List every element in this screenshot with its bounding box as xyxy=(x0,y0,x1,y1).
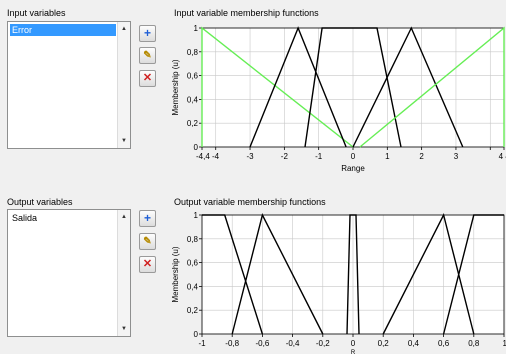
y-axis-label: Membership (u) xyxy=(171,59,180,115)
delete-output-button[interactable]: ✕ xyxy=(139,256,156,273)
x-tick-label: 3 xyxy=(454,152,459,161)
list-item-error[interactable]: Error xyxy=(10,24,116,36)
membership-function-3 xyxy=(346,214,360,335)
y-tick-label: 0,4 xyxy=(187,282,199,291)
y-tick-label: 0,6 xyxy=(187,72,199,81)
y-tick-label: 1 xyxy=(194,24,199,33)
y-tick-label: 0 xyxy=(194,330,199,339)
x-tick-label: 4 4, xyxy=(499,152,506,161)
y-tick-label: 0,6 xyxy=(187,259,199,268)
delete-input-button[interactable]: ✕ xyxy=(139,70,156,87)
y-axis-label: Membership (u) xyxy=(171,246,180,302)
y-tick-label: 0,2 xyxy=(187,306,199,315)
x-tick-label: -0,4 xyxy=(286,339,300,348)
output-plot-title: Output variable membership functions xyxy=(174,197,326,207)
output-variables-label: Output variables xyxy=(7,197,73,207)
membership-function-4 xyxy=(352,26,464,148)
membership-function-3 xyxy=(304,27,402,148)
membership-function-2 xyxy=(249,26,347,148)
scroll-down-icon[interactable]: ▼ xyxy=(121,326,127,332)
x-tick-label: -0,8 xyxy=(225,339,239,348)
x-axis-label: R xyxy=(351,350,356,354)
y-tick-label: 0,2 xyxy=(187,119,199,128)
x-tick-label: 0 xyxy=(351,152,356,161)
input-variables-label: Input variables xyxy=(7,8,66,18)
x-tick-label: -1 xyxy=(198,339,206,348)
scroll-down-icon[interactable]: ▼ xyxy=(121,138,127,144)
membership-function-1 xyxy=(201,26,354,148)
membership-function-2 xyxy=(231,213,324,335)
x-tick-label: -1 xyxy=(315,152,323,161)
membership-function-4 xyxy=(382,213,475,335)
edit-input-button[interactable]: ✎ xyxy=(139,47,156,64)
x-tick-label: 0,8 xyxy=(468,339,480,348)
input-variables-list[interactable]: Error ▲ ▼ xyxy=(7,21,131,149)
x-tick-label: 1 xyxy=(503,339,506,348)
output-membership-chart: 10,80,60,40,20-1 -0,8 -0,6 -0,4 -0,2 0 0,2 0,4 0… xyxy=(171,211,506,354)
scroll-up-icon[interactable]: ▲ xyxy=(121,214,127,220)
x-tick-label: 0,6 xyxy=(438,339,450,348)
y-tick-label: 0,8 xyxy=(187,235,199,244)
output-variables-list[interactable]: Salida ▲ ▼ xyxy=(7,209,131,337)
x-tick-label: -3 xyxy=(246,152,254,161)
x-tick-label: 2 xyxy=(419,152,424,161)
add-input-button[interactable]: + xyxy=(139,25,156,42)
x-axis-label: Range xyxy=(341,164,365,173)
x-tick-label: 1 xyxy=(385,152,390,161)
x-tick-label: -0,2 xyxy=(316,339,330,348)
membership-function-1 xyxy=(202,214,264,335)
y-tick-label: 0 xyxy=(194,143,199,152)
y-tick-label: 0,8 xyxy=(187,48,199,57)
x-tick-label: -4,4 -4 xyxy=(196,152,220,161)
membership-function-5 xyxy=(359,26,505,148)
y-tick-label: 1 xyxy=(194,211,199,220)
input-plot-title: Input variable membership functions xyxy=(174,8,319,18)
membership-function-5 xyxy=(442,214,504,335)
x-tick-label: 0 xyxy=(351,339,356,348)
add-output-button[interactable]: + xyxy=(139,210,156,227)
input-list-scrollbar[interactable]: ▲ ▼ xyxy=(117,22,130,148)
y-tick-label: 0,4 xyxy=(187,95,199,104)
x-tick-label: 0,4 xyxy=(408,339,420,348)
output-list-scrollbar[interactable]: ▲ ▼ xyxy=(117,210,130,336)
edit-output-button[interactable]: ✎ xyxy=(139,233,156,250)
x-tick-label: 0,2 xyxy=(378,339,390,348)
x-tick-label: -2 xyxy=(281,152,289,161)
scroll-up-icon[interactable]: ▲ xyxy=(121,26,127,32)
x-tick-label: -0,6 xyxy=(256,339,270,348)
list-item-salida[interactable]: Salida xyxy=(12,213,38,223)
